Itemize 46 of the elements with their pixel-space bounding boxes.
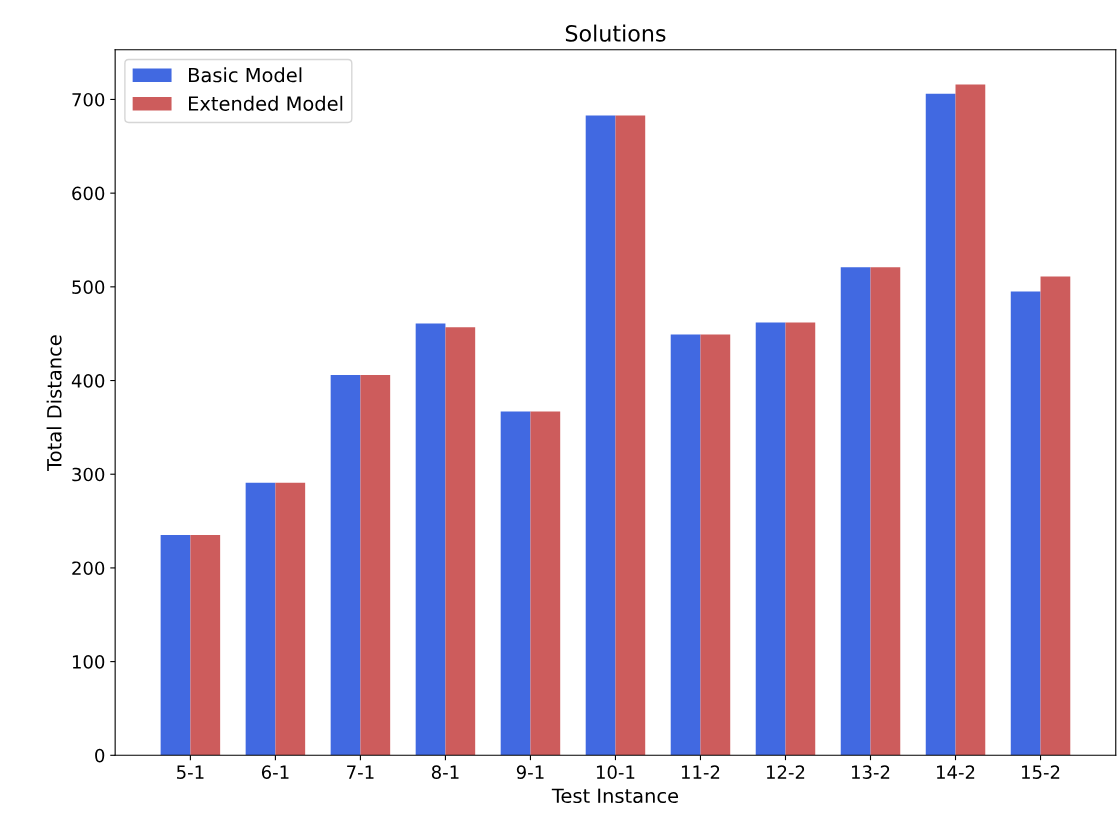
chart-title: Solutions (565, 24, 666, 42)
y-tick-label: 200 (72, 561, 105, 576)
bar (1040, 276, 1071, 756)
bar (925, 93, 956, 756)
bar (955, 84, 986, 756)
bar (670, 334, 701, 756)
x-tick-label: 14-2 (937, 765, 975, 779)
bar (330, 374, 361, 756)
bar (530, 411, 561, 756)
x-tick-label: 7-1 (347, 765, 374, 779)
x-tick-label: 15-2 (1022, 765, 1060, 779)
legend-label: Extended Model (189, 95, 343, 111)
bar (840, 267, 871, 756)
bar (360, 374, 391, 756)
y-tick-label: 600 (72, 186, 105, 201)
x-tick-label: 12-2 (766, 765, 805, 779)
x-axis-title: Test Instance (551, 788, 679, 804)
y-tick-label: 500 (72, 280, 105, 294)
x-tick-label: 8-1 (431, 765, 459, 779)
bar (615, 115, 646, 756)
x-tick-label: 11-2 (681, 765, 720, 779)
bar (755, 322, 786, 756)
x-tick-label: 13-2 (851, 765, 890, 779)
bar (700, 334, 731, 756)
bar (500, 411, 531, 756)
bar (190, 535, 221, 756)
y-tick-label: 0 (95, 748, 105, 763)
bar (415, 323, 446, 756)
y-axis-title: Total Distance (46, 335, 62, 471)
x-tick-label: 6-1 (261, 765, 289, 779)
bar (1010, 291, 1041, 756)
bar (785, 322, 816, 756)
legend-label: Basic Model (189, 67, 302, 83)
y-tick-label: 100 (72, 655, 105, 669)
x-tick-label: 10-1 (596, 765, 635, 779)
bar (445, 327, 476, 756)
x-tick-label: 9-1 (516, 765, 544, 779)
bar (245, 482, 276, 756)
bar (870, 267, 901, 756)
x-tick-label: 5-1 (177, 765, 204, 779)
y-tick-label: 700 (72, 92, 105, 107)
bar (275, 482, 306, 756)
bar (585, 115, 616, 756)
bar (160, 535, 191, 756)
y-tick-label: 300 (72, 467, 105, 482)
y-tick-label: 400 (71, 373, 105, 388)
